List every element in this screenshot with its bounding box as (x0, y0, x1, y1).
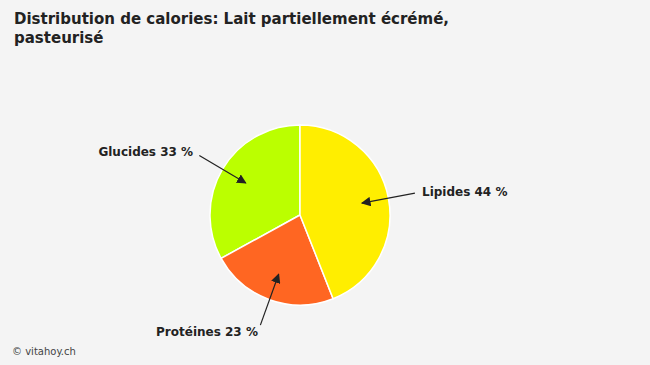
pie-labels: Glucides 33 % Protéines 23 % Lipides 44 % (98, 145, 507, 339)
title: Distribution de calories: Lait partielle… (14, 10, 449, 47)
chart-svg: Distribution de calories: Lait partielle… (0, 0, 650, 365)
label-arrow (362, 193, 415, 203)
background (0, 0, 650, 365)
slice-label: Lipides 44 % (422, 185, 507, 199)
chart-container: Distribution de calories: Lait partielle… (0, 0, 650, 365)
label-arrow (260, 274, 278, 325)
pie-slice (300, 125, 390, 299)
annotation: © vitahoy.ch (12, 346, 76, 357)
label-arrow (199, 155, 245, 182)
pie (210, 125, 390, 305)
slice-label: Glucides 33 % (98, 145, 193, 159)
slice-label: Protéines 23 % (156, 325, 258, 339)
